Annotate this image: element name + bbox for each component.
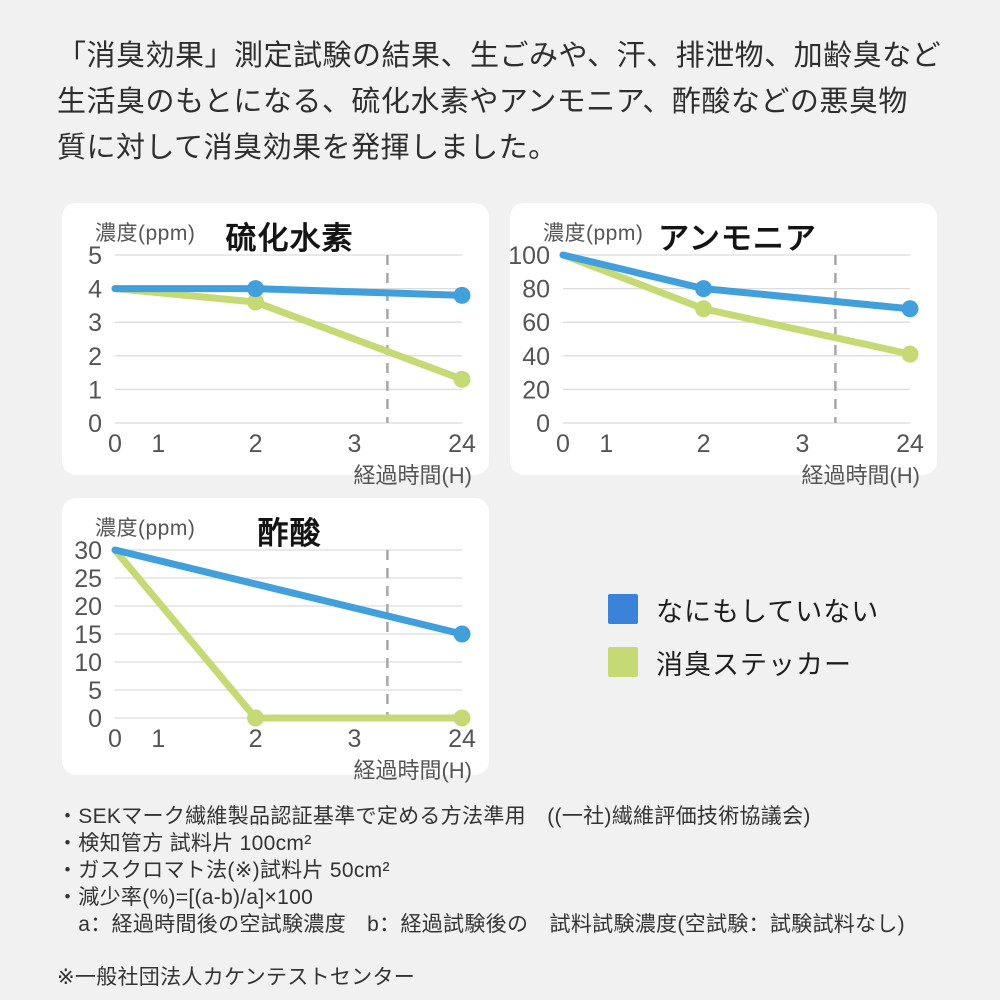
footnote-line: ・ガスクロマト法(※)試料片 50cm²: [57, 859, 390, 882]
acetic-acid-chart-card: 濃度(ppm) 酢酸 30 25 20 15 10 5 0 0 1 2 3 24 経過時間(H): [62, 498, 489, 783]
chart-header: 濃度(ppm) 酢酸: [62, 498, 489, 551]
x-tick-label: 0: [108, 430, 122, 458]
y-axis-label: 濃度(ppm): [95, 517, 196, 540]
ammonia-chart-card: 濃度(ppm) アンモニア 100 80 60 40 20 0 0 1 2 3 24 経過時間(H): [508, 203, 937, 488]
x-tick-label: 3: [795, 430, 809, 458]
y-tick-label: 15: [74, 621, 102, 649]
footnotes: ・SEKマーク繊維製品認証基準で定める方法準用 ((一社)繊維評価技術協議会) …: [57, 803, 905, 991]
legend-swatch-blue: [608, 594, 638, 624]
y-tick-label: 10: [74, 649, 102, 677]
x-tick-label: 24: [896, 430, 924, 458]
x-axis-label: 経過時間(H): [353, 463, 472, 488]
data-point-marker: [247, 709, 265, 727]
chart-title: アンモニア: [658, 221, 817, 256]
x-tick-label: 3: [347, 430, 361, 458]
data-point-marker: [901, 300, 919, 318]
description-line: 生活臭のもとになる、硫化水素やアンモニア、酢酸などの悪臭物: [57, 86, 908, 118]
footnote-line: a：経過時間後の空試験濃度 b：経過試験後の 試料試験濃度(空試験：試験試料なし…: [57, 913, 905, 936]
x-tick-label: 1: [599, 430, 613, 458]
chart-title: 酢酸: [257, 516, 322, 551]
chart-title: 硫化水素: [225, 221, 354, 256]
x-tick-label: 2: [249, 430, 263, 458]
y-axis-label: 濃度(ppm): [543, 222, 644, 245]
y-tick-label: 40: [522, 343, 550, 371]
footnote-agency: ※一般社団法人カケンテストセンター: [57, 966, 416, 989]
footnote-line: ・SEKマーク繊維製品認証基準で定める方法準用 ((一社)繊維評価技術協議会): [57, 805, 811, 828]
y-tick-label: 30: [74, 537, 102, 565]
x-tick-label: 24: [448, 725, 476, 753]
y-tick-label: 20: [74, 593, 102, 621]
y-tick-label: 100: [508, 242, 550, 270]
y-tick-label: 20: [522, 376, 550, 404]
data-point-marker: [453, 370, 471, 388]
legend-item-untreated: なにもしていない: [608, 594, 879, 627]
x-tick-label: 24: [448, 430, 476, 458]
x-tick-label: 1: [151, 430, 165, 458]
x-tick-label: 2: [249, 725, 263, 753]
chart-header: 濃度(ppm) アンモニア: [510, 203, 937, 256]
x-tick-label: 3: [347, 725, 361, 753]
legend-label: なにもしていない: [656, 596, 880, 627]
y-tick-label: 60: [522, 309, 550, 337]
data-point-marker: [901, 345, 919, 363]
y-tick-label: 4: [88, 276, 102, 304]
series-line: [111, 285, 466, 383]
description-line: 「消臭効果」測定試験の結果、生ごみや、汗、排泄物、加齢臭など: [57, 40, 942, 72]
x-axis-label: 経過時間(H): [353, 758, 472, 783]
legend-swatch-green: [608, 647, 638, 677]
footnote-line: ・減少率(%)=[(a-b)/a]×100: [57, 886, 314, 909]
y-tick-label: 5: [88, 677, 102, 705]
y-tick-label: 25: [74, 565, 102, 593]
x-tick-label: 1: [151, 725, 165, 753]
series-line: [111, 546, 466, 638]
y-axis-label: 濃度(ppm): [95, 222, 196, 245]
y-tick-label: 3: [88, 309, 102, 337]
x-axis-label: 経過時間(H): [801, 463, 920, 488]
footnote-line: ・検知管方 試料片 100cm²: [57, 832, 312, 855]
hydrogen-sulfide-chart-card: 濃度(ppm) 硫化水素 5 4 3 2 1 0 0 1 2 3 24 経過時間(H): [62, 203, 489, 488]
y-tick-label: 2: [88, 343, 102, 371]
description-text: 「消臭効果」測定試験の結果、生ごみや、汗、排泄物、加齢臭など 生活臭のもとになる…: [57, 33, 972, 171]
chart-header: 濃度(ppm) 硫化水素: [62, 203, 489, 256]
y-tick-label: 0: [536, 410, 550, 438]
description-line: 質に対して消臭効果を発揮しました。: [57, 132, 558, 164]
legend: なにもしていない 消臭ステッカー: [608, 594, 879, 700]
x-tick-label: 2: [697, 430, 711, 458]
y-tick-label: 0: [88, 410, 102, 438]
y-tick-label: 80: [522, 276, 550, 304]
data-point-marker: [453, 286, 471, 304]
series-line: [559, 251, 914, 313]
y-tick-label: 0: [88, 705, 102, 733]
data-point-marker: [247, 293, 265, 311]
x-tick-label: 0: [556, 430, 570, 458]
legend-label: 消臭ステッカー: [656, 649, 852, 680]
y-tick-label: 5: [88, 242, 102, 270]
y-tick-label: 1: [88, 376, 102, 404]
data-point-marker: [695, 300, 713, 318]
data-point-marker: [453, 625, 471, 643]
data-point-marker: [695, 280, 713, 298]
data-point-marker: [453, 709, 471, 727]
legend-item-sticker: 消臭ステッカー: [608, 647, 879, 680]
data-point-marker: [247, 280, 265, 298]
x-tick-label: 0: [108, 725, 122, 753]
